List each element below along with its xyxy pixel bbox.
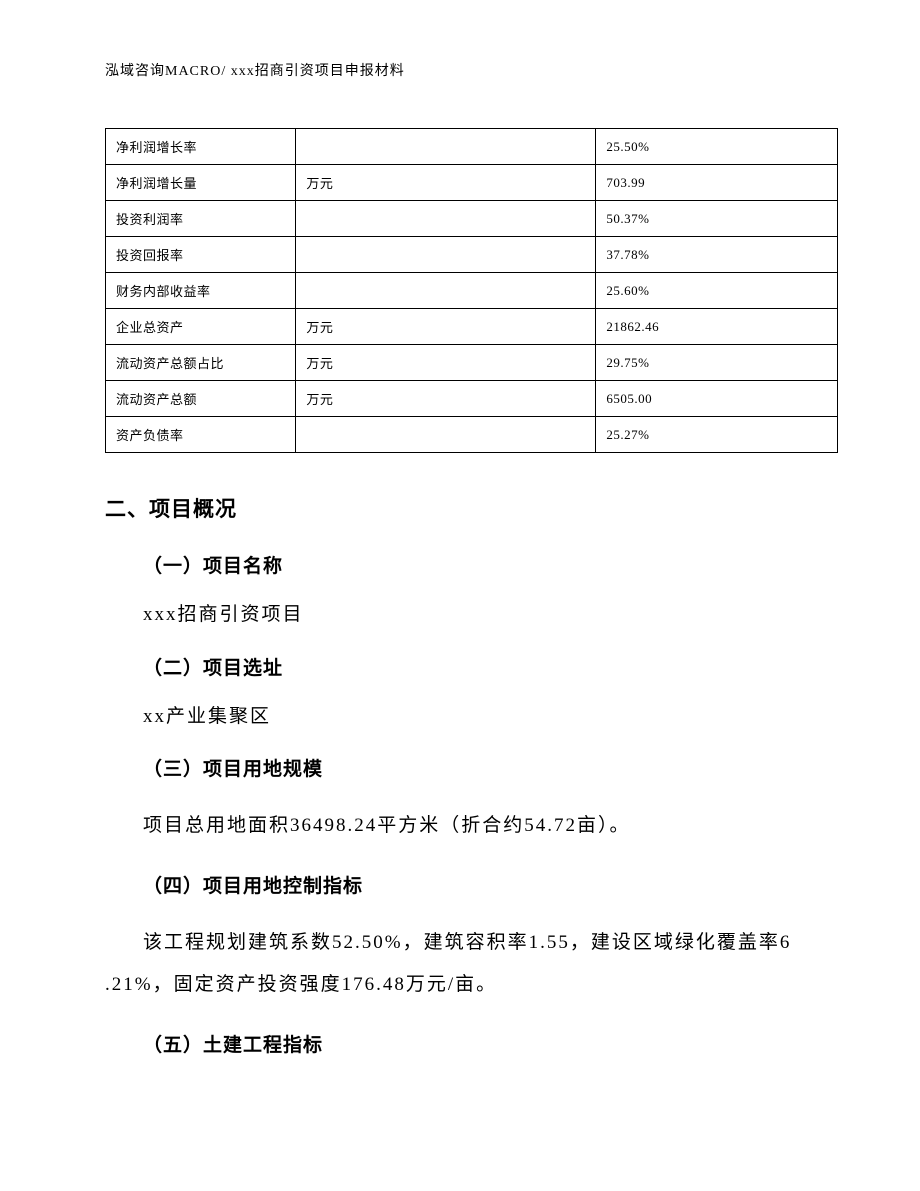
row-value: 50.37% (596, 201, 838, 237)
row-value: 37.78% (596, 237, 838, 273)
row-unit: 万元 (296, 165, 596, 201)
row-unit (296, 417, 596, 453)
row-unit: 万元 (296, 345, 596, 381)
table-row: 资产负债率 25.27% (106, 417, 838, 453)
sub-heading-4: （四）项目用地控制指标 (143, 871, 838, 898)
sub-heading-5: （五）土建工程指标 (143, 1030, 838, 1057)
financial-table: 净利润增长率 25.50% 净利润增长量 万元 703.99 投资利润率 50.… (105, 128, 838, 453)
table-row: 企业总资产 万元 21862.46 (106, 309, 838, 345)
row-label: 投资利润率 (106, 201, 296, 237)
row-label: 投资回报率 (106, 237, 296, 273)
row-value: 25.60% (596, 273, 838, 309)
row-unit (296, 273, 596, 309)
table-row: 投资回报率 37.78% (106, 237, 838, 273)
row-unit (296, 201, 596, 237)
page-header: 泓域咨询MACRO/ xxx招商引资项目申报材料 (105, 60, 838, 80)
row-unit (296, 129, 596, 165)
body-text-4a: 该工程规划建筑系数52.50%，建筑容积率1.55，建设区域绿化覆盖率6 (105, 922, 838, 964)
row-value: 25.27% (596, 417, 838, 453)
table-row: 财务内部收益率 25.60% (106, 273, 838, 309)
table-row: 净利润增长量 万元 703.99 (106, 165, 838, 201)
body-text-3: 项目总用地面积36498.24平方米（折合约54.72亩）。 (105, 805, 838, 847)
body-text-1: xxx招商引资项目 (143, 602, 838, 629)
row-value: 21862.46 (596, 309, 838, 345)
row-value: 6505.00 (596, 381, 838, 417)
table-row: 流动资产总额占比 万元 29.75% (106, 345, 838, 381)
row-label: 净利润增长率 (106, 129, 296, 165)
row-unit: 万元 (296, 381, 596, 417)
row-unit (296, 237, 596, 273)
row-value: 703.99 (596, 165, 838, 201)
row-label: 企业总资产 (106, 309, 296, 345)
section-heading: 二、项目概况 (105, 493, 838, 523)
sub-heading-3: （三）项目用地规模 (143, 754, 838, 781)
row-label: 流动资产总额占比 (106, 345, 296, 381)
row-label: 净利润增长量 (106, 165, 296, 201)
row-value: 29.75% (596, 345, 838, 381)
row-label: 流动资产总额 (106, 381, 296, 417)
sub-heading-2: （二）项目选址 (143, 653, 838, 680)
table-row: 净利润增长率 25.50% (106, 129, 838, 165)
table-row: 流动资产总额 万元 6505.00 (106, 381, 838, 417)
body-text-4b: .21%，固定资产投资强度176.48万元/亩。 (105, 964, 838, 1006)
row-value: 25.50% (596, 129, 838, 165)
table-row: 投资利润率 50.37% (106, 201, 838, 237)
sub-heading-1: （一）项目名称 (143, 551, 838, 578)
row-label: 财务内部收益率 (106, 273, 296, 309)
body-text-2: xx产业集聚区 (143, 704, 838, 731)
row-label: 资产负债率 (106, 417, 296, 453)
row-unit: 万元 (296, 309, 596, 345)
